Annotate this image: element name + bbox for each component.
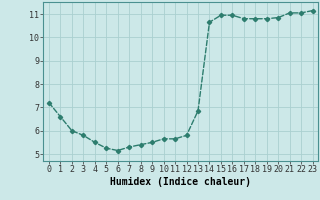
X-axis label: Humidex (Indice chaleur): Humidex (Indice chaleur) — [110, 177, 251, 187]
